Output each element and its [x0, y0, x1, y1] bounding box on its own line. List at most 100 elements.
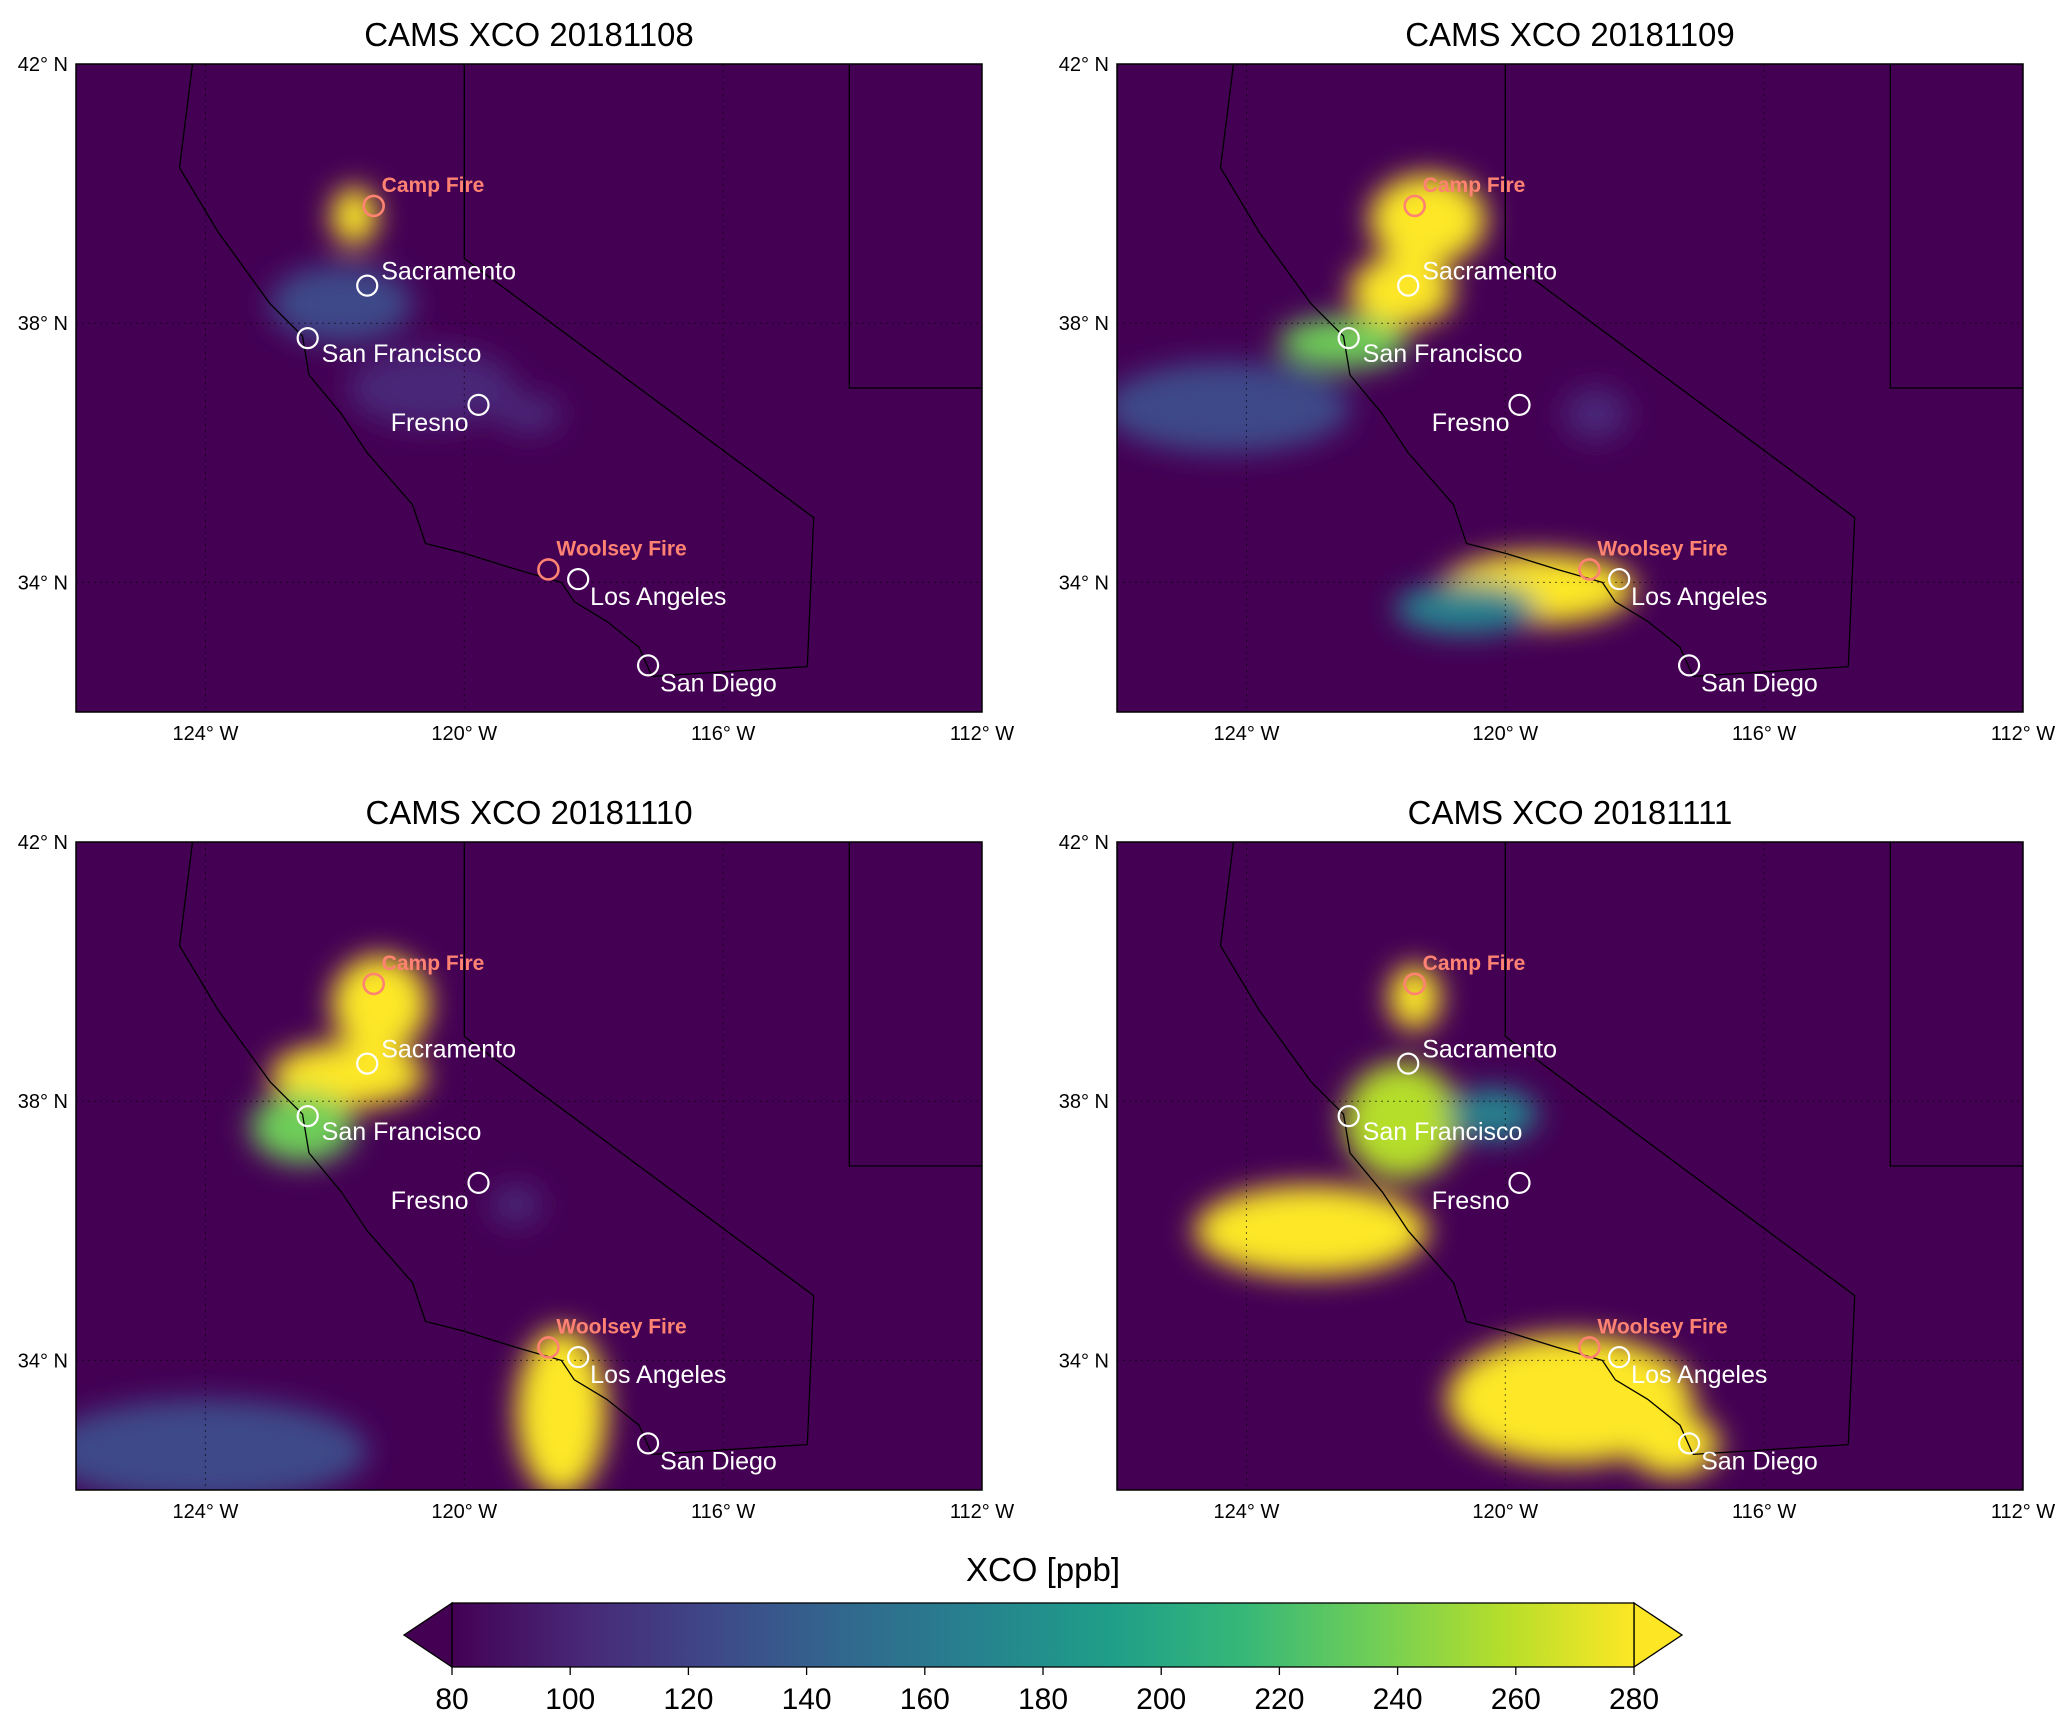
colorbar-extend-max [1633, 1601, 1684, 1669]
state-border [1504, 64, 1856, 667]
lon-tick-label: 116° W [1732, 723, 1796, 745]
colorbar-gradient [451, 1602, 1635, 1668]
city-label: Fresno [1432, 409, 1510, 437]
xco-plume [331, 955, 429, 1053]
colorbar-tick-label: 80 [435, 1683, 468, 1716]
xco-plume [1369, 174, 1486, 265]
xco-plume [1563, 388, 1629, 440]
lat-tick-label: 42° N [18, 54, 68, 76]
xco-plume [347, 349, 517, 427]
map-background [76, 64, 982, 712]
panel-title: CAMS XCO 20181111 [1408, 794, 1733, 831]
city-label: San Francisco [1363, 340, 1523, 368]
colorbar: XCO [ppb] 80 100 120 140 160 180 200 220 240 260 2… [402, 1551, 1684, 1716]
lon-tick-label: 112° W [950, 1501, 1014, 1523]
fire-label: Woolsey Fire [556, 537, 686, 560]
city-marker [1608, 1346, 1631, 1369]
lat-tick-label: 38° N [18, 1091, 68, 1113]
xco-plume [1278, 316, 1409, 369]
lon-tick-label: 112° W [1991, 1501, 2055, 1523]
lat-tick-label: 42° N [1059, 54, 1109, 76]
state-border [1692, 1443, 1849, 1456]
colorbar-tick-label: 120 [663, 1683, 713, 1716]
xco-plume [490, 1185, 542, 1225]
lon-tick-label: 120° W [1472, 1501, 1538, 1523]
city-label: San Francisco [322, 1118, 482, 1146]
city-label: Los Angeles [590, 1361, 726, 1389]
colorbar-tick-label: 280 [1609, 1683, 1659, 1716]
lon-tick-label: 124° W [173, 1501, 239, 1523]
map-frame [75, 841, 983, 1491]
fire-label: Camp Fire [382, 174, 485, 197]
lat-tick-label: 34° N [18, 572, 68, 594]
city-marker [296, 327, 319, 350]
city-label: San Diego [1701, 1447, 1818, 1475]
lat-tick-label: 34° N [18, 1350, 68, 1372]
xco-plume [516, 1328, 607, 1490]
state-border [463, 64, 815, 667]
fire-label: Woolsey Fire [1597, 537, 1727, 560]
lat-tick-label: 38° N [1059, 1091, 1109, 1113]
fire-marker [1578, 558, 1601, 581]
lon-tick-label: 124° W [1214, 1501, 1280, 1523]
state-border [1889, 842, 2023, 1167]
colorbar-tick-label: 260 [1491, 1683, 1541, 1716]
lon-tick-label: 116° W [1732, 1501, 1796, 1523]
city-label: San Diego [660, 1447, 777, 1475]
xco-plume [1447, 1334, 1693, 1465]
city-label: San Francisco [322, 340, 482, 368]
map-frame [1116, 841, 2024, 1491]
colorbar-tick-label: 100 [545, 1683, 595, 1716]
state-border [651, 665, 808, 678]
xco-plume [76, 1399, 368, 1490]
lat-tick-label: 42° N [18, 832, 68, 854]
coastline [1219, 64, 1694, 677]
colorbar-tick-label: 220 [1254, 1683, 1304, 1716]
city-label: Los Angeles [590, 583, 726, 611]
fire-label: Camp Fire [1423, 174, 1526, 197]
lon-tick-label: 112° W [1991, 723, 2055, 745]
xco-plume [250, 1091, 355, 1163]
lon-tick-label: 112° W [950, 723, 1014, 745]
map-panel: CAMS XCO 20181111 124° W 120° W 116° W 112°… [1059, 794, 2056, 1523]
map-panel: CAMS XCO 20181108 124° W 120° W 116° W 112°… [18, 16, 1015, 745]
colorbar-tick-label: 140 [782, 1683, 832, 1716]
colorbar-extend-min [402, 1601, 453, 1669]
city-label: Fresno [391, 1187, 469, 1215]
city-label: Los Angeles [1631, 583, 1767, 611]
panel-title: CAMS XCO 20181109 [1405, 16, 1735, 53]
city-marker [567, 568, 590, 591]
fire-label: Camp Fire [1423, 952, 1526, 975]
lon-tick-label: 120° W [431, 1501, 497, 1523]
city-marker [467, 393, 490, 416]
city-label: Sacramento [381, 258, 516, 286]
city-marker [356, 274, 379, 297]
fire-label: Camp Fire [382, 952, 485, 975]
colorbar-label: XCO [ppb] [966, 1551, 1120, 1588]
xco-plume [1349, 255, 1454, 327]
fire-label: Woolsey Fire [1597, 1315, 1727, 1338]
coastline [178, 842, 653, 1455]
coastline [1219, 842, 1694, 1455]
panel-title: CAMS XCO 20181108 [364, 16, 694, 53]
city-marker [356, 1052, 379, 1075]
lon-tick-label: 116° W [691, 723, 755, 745]
fire-marker [537, 1336, 560, 1359]
xco-plume [1343, 1062, 1460, 1179]
city-marker [1608, 568, 1631, 591]
fire-marker [1403, 972, 1426, 996]
lat-tick-label: 38° N [1059, 313, 1109, 335]
xco-plume [1395, 582, 1538, 635]
city-marker [1508, 1171, 1531, 1194]
lat-tick-label: 34° N [1059, 1350, 1109, 1372]
xco-plume [1628, 1412, 1719, 1478]
lon-tick-label: 124° W [173, 723, 239, 745]
city-marker [567, 1346, 590, 1369]
colorbar-tick-label: 200 [1136, 1683, 1186, 1716]
lon-tick-label: 120° W [431, 723, 497, 745]
map-panel: CAMS XCO 20181109 124° W 120° W 116° W 112°… [1059, 16, 2056, 745]
city-label: San Francisco [1363, 1118, 1523, 1146]
colorbar-tick-label: 160 [900, 1683, 950, 1716]
lat-tick-label: 34° N [1059, 572, 1109, 594]
